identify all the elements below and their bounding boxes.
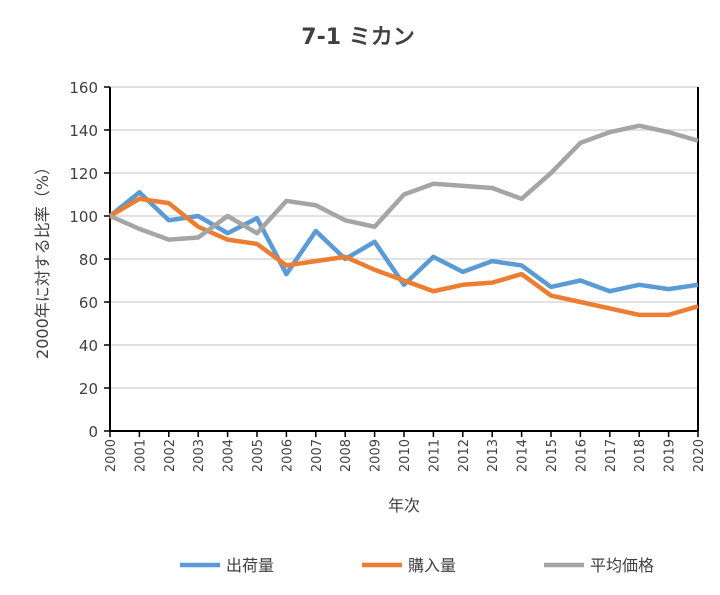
x-tick-label: 2013 <box>486 439 501 472</box>
y-tick-label: 80 <box>79 251 98 269</box>
x-tick-label: 2006 <box>280 439 295 472</box>
x-tick-label: 2012 <box>457 439 472 472</box>
x-tick-label: 2002 <box>163 439 178 472</box>
x-tick-label: 2019 <box>663 439 678 472</box>
y-tick-label: 60 <box>79 294 98 312</box>
x-tick-label: 2016 <box>574 439 589 472</box>
x-tick-label: 2003 <box>192 439 207 472</box>
x-tick-label: 2000 <box>104 439 119 472</box>
x-tick-label: 2017 <box>604 439 619 472</box>
x-tick-label: 2011 <box>427 439 442 472</box>
series-line-2 <box>109 123 699 242</box>
y-axis-label: 2000年に対する比率（%） <box>33 159 52 359</box>
y-tick-label: 100 <box>69 208 98 226</box>
y-tick-label: 120 <box>69 165 98 183</box>
x-tick-label: 2018 <box>633 439 648 472</box>
x-tick-label: 2007 <box>310 439 325 472</box>
series-line-0 <box>108 190 699 294</box>
y-tick-label: 40 <box>79 337 98 355</box>
x-tick-label: 2020 <box>692 439 707 472</box>
y-tick-label: 160 <box>69 79 98 97</box>
x-tick-label: 2005 <box>251 439 266 472</box>
y-tick-label: 140 <box>69 122 98 140</box>
x-tick-label: 2015 <box>545 439 560 472</box>
legend-label: 購入量 <box>408 556 456 575</box>
legend-label: 出荷量 <box>226 556 274 575</box>
x-tick-label: 2004 <box>222 439 237 472</box>
legend-label: 平均価格 <box>590 556 654 575</box>
x-axis-label: 年次 <box>388 496 420 515</box>
x-tick-label: 2008 <box>339 439 354 472</box>
y-tick-label: 20 <box>79 380 98 398</box>
x-tick-label: 2010 <box>398 439 413 472</box>
x-tick-label: 2001 <box>133 439 148 472</box>
y-tick-label: 0 <box>88 423 98 441</box>
x-tick-label: 2009 <box>369 439 384 472</box>
x-tick-label: 2014 <box>516 439 531 472</box>
chart-title: 7-1 ミカン <box>301 25 414 50</box>
